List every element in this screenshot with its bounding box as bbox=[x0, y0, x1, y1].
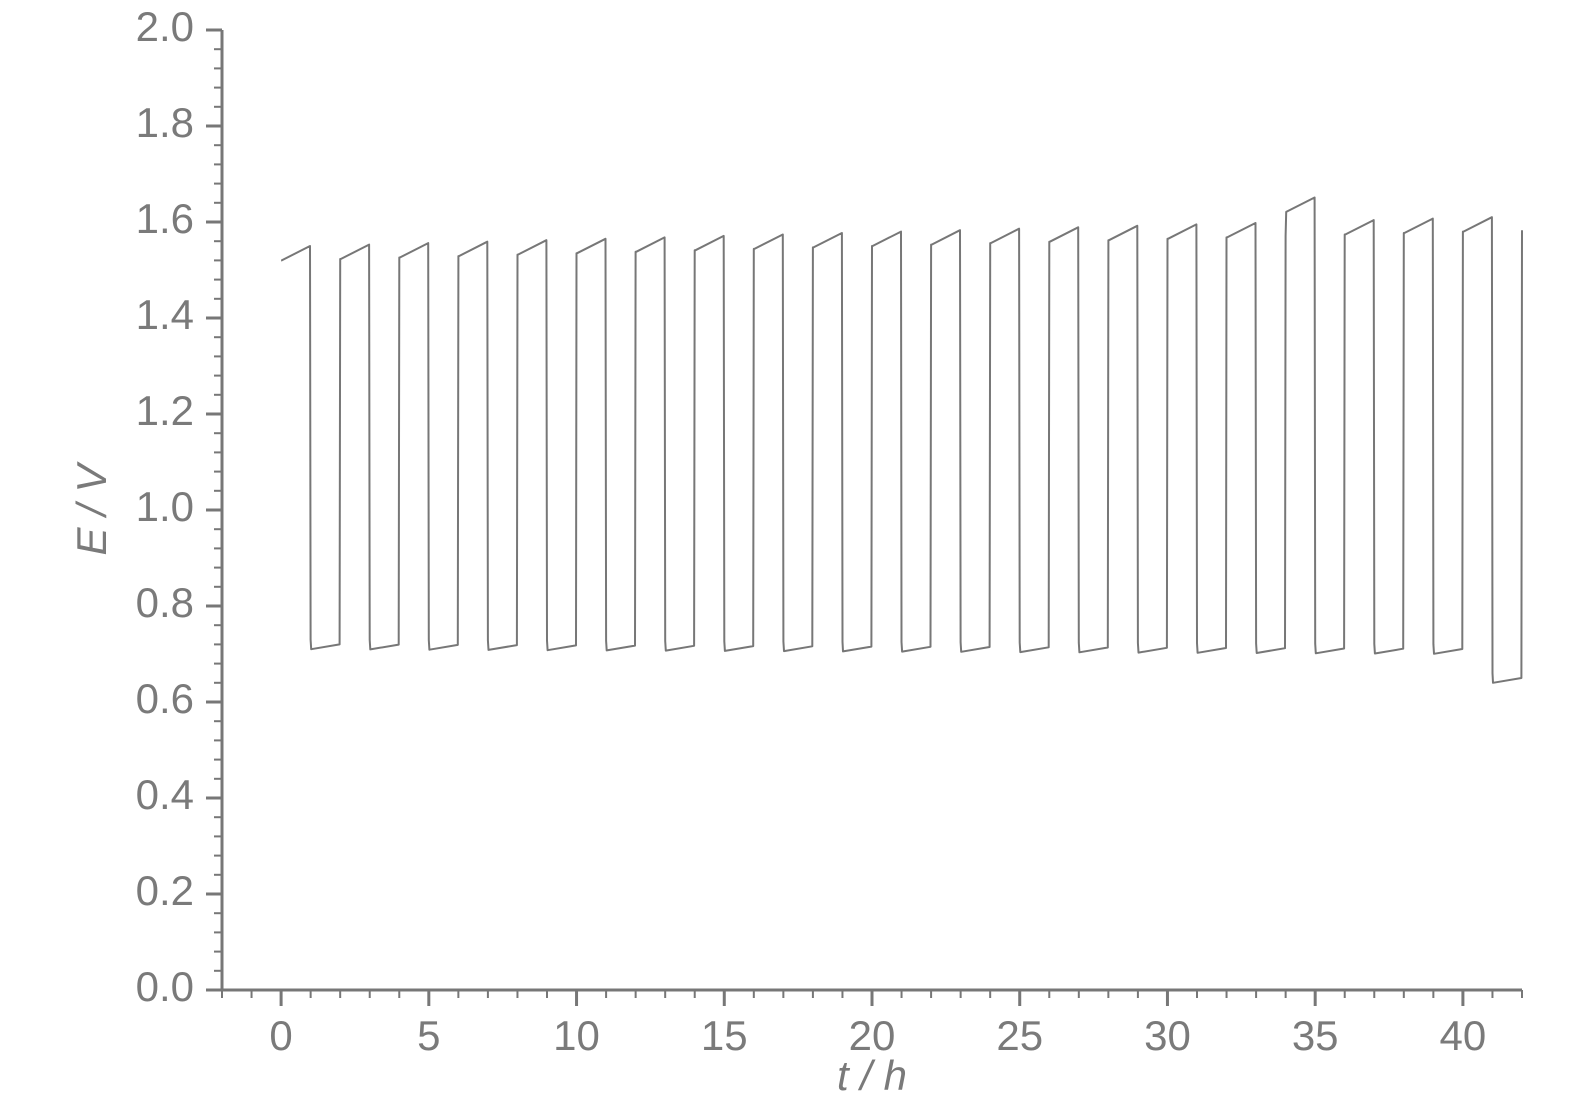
svg-text:0.2: 0.2 bbox=[136, 867, 194, 914]
svg-text:15: 15 bbox=[701, 1012, 748, 1059]
svg-text:25: 25 bbox=[996, 1012, 1043, 1059]
chart-container: 0.0 0.2 0.4 0.6 0.8 1.0 1.2 1.4 1.6 1.8 2.0 0 5 10 15 2… bbox=[0, 0, 1573, 1113]
svg-text:0: 0 bbox=[269, 1012, 292, 1059]
chart-svg: 0.0 0.2 0.4 0.6 0.8 1.0 1.2 1.4 1.6 1.8 2.0 0 5 10 15 2… bbox=[0, 0, 1573, 1113]
svg-text:1.2: 1.2 bbox=[136, 387, 194, 434]
svg-text:30: 30 bbox=[1144, 1012, 1191, 1059]
svg-text:0.0: 0.0 bbox=[136, 963, 194, 1010]
svg-text:0.8: 0.8 bbox=[136, 579, 194, 626]
svg-text:0.6: 0.6 bbox=[136, 675, 194, 722]
svg-text:5: 5 bbox=[417, 1012, 440, 1059]
svg-text:35: 35 bbox=[1292, 1012, 1339, 1059]
svg-text:0.4: 0.4 bbox=[136, 771, 194, 818]
y-axis-label: E / V bbox=[68, 461, 115, 556]
svg-text:10: 10 bbox=[553, 1012, 600, 1059]
svg-text:40: 40 bbox=[1440, 1012, 1487, 1059]
svg-text:1.8: 1.8 bbox=[136, 99, 194, 146]
x-axis-label: t / h bbox=[837, 1052, 907, 1099]
svg-text:1.4: 1.4 bbox=[136, 291, 194, 338]
svg-text:1.0: 1.0 bbox=[136, 483, 194, 530]
svg-text:2.0: 2.0 bbox=[136, 3, 194, 50]
svg-text:1.6: 1.6 bbox=[136, 195, 194, 242]
voltage-trace bbox=[281, 198, 1522, 683]
